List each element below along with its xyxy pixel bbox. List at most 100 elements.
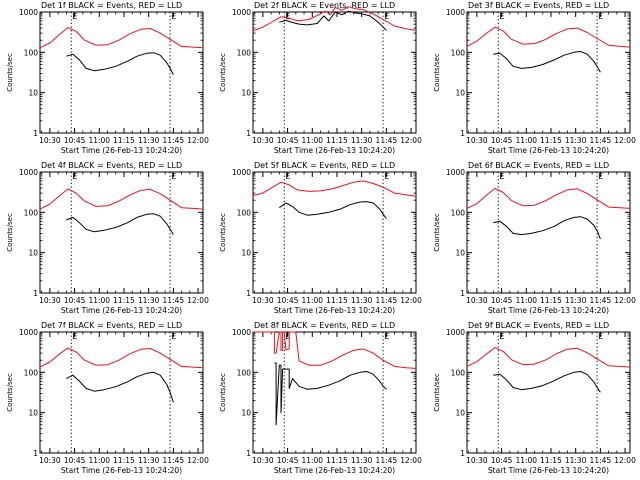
series-events-line	[279, 10, 387, 31]
y-tick-label: 1	[246, 129, 251, 138]
y-tick-label: 1	[460, 129, 465, 138]
x-tick-label: 11:30	[138, 456, 160, 465]
x-tick-label: 11:45	[590, 456, 612, 465]
event-marker-label: E	[384, 12, 389, 21]
x-tick-label: 11:15	[540, 136, 562, 145]
event-marker-label: E	[598, 172, 603, 181]
series-events-line	[274, 362, 387, 426]
x-tick-label: 11:15	[113, 296, 135, 305]
series-events-line	[493, 216, 601, 240]
panel-title: Det 9f BLACK = Events, RED = LLD	[468, 321, 609, 330]
y-tick-label: 1000	[446, 328, 465, 337]
series-lld-line	[253, 331, 417, 369]
y-tick-label: 1	[246, 289, 251, 298]
event-marker-label: E	[499, 172, 504, 181]
plot-frame	[466, 11, 631, 134]
detector-panel-9: Det 9f BLACK = Events, RED = LLD 1 10 100 10…	[433, 321, 636, 475]
series-events-line	[66, 52, 174, 75]
event-marker-label: E	[598, 12, 603, 21]
panel-title: Det 8f BLACK = Events, RED = LLD	[254, 321, 395, 330]
x-tick-label: 11:15	[540, 456, 562, 465]
panel-title: Det 3f BLACK = Events, RED = LLD	[468, 1, 609, 10]
panel-title: Det 1f BLACK = Events, RED = LLD	[41, 1, 182, 10]
x-axis-label: Start Time (26-Feb-13 10:24:20)	[488, 466, 609, 475]
event-marker-label: E	[499, 332, 504, 341]
x-tick-label: 11:00	[88, 136, 110, 145]
detector-panel-6: Det 6f BLACK = Events, RED = LLD 1 10 100 10…	[433, 161, 636, 315]
x-tick-label: 10:30	[252, 136, 274, 145]
series-lld-line	[252, 180, 417, 197]
plot-frame	[252, 331, 417, 454]
y-tick-label: 100	[24, 368, 39, 377]
y-tick-label: 1	[33, 129, 38, 138]
y-tick-label: 1000	[19, 328, 38, 337]
y-tick-label: 1000	[19, 8, 38, 17]
x-tick-label: 11:45	[163, 136, 185, 145]
x-tick-label: 10:45	[491, 456, 513, 465]
x-tick-label: 10:45	[491, 136, 513, 145]
x-tick-label: 11:30	[138, 136, 160, 145]
panel-title: Det 5f BLACK = Events, RED = LLD	[254, 161, 395, 170]
series-lld-line	[466, 188, 631, 209]
plot-frame	[39, 11, 204, 134]
y-tick-label: 10	[28, 89, 38, 98]
series-lld-line	[39, 188, 204, 210]
detector-panel-2: Det 2f BLACK = Events, RED = LLD 1 10 100 10…	[219, 1, 422, 155]
series-lld-line	[466, 347, 631, 368]
x-tick-label: 11:00	[88, 456, 110, 465]
x-tick-label: 11:45	[163, 296, 185, 305]
plot-frame	[466, 331, 631, 454]
event-marker-label: E	[72, 332, 77, 341]
plot-frame	[466, 171, 631, 294]
detector-panel-5: Det 5f BLACK = Events, RED = LLD 1 10 100 10…	[219, 161, 422, 315]
y-axis-label: Counts/sec	[433, 53, 441, 92]
y-tick-label: 1000	[232, 8, 251, 17]
plot-frame	[39, 331, 204, 454]
y-tick-label: 100	[451, 368, 466, 377]
y-axis-label: Counts/sec	[6, 213, 14, 252]
x-tick-label: 10:30	[466, 456, 488, 465]
y-tick-label: 100	[451, 208, 466, 217]
y-tick-label: 100	[237, 48, 252, 57]
y-axis-label: Counts/sec	[219, 213, 227, 252]
x-tick-label: 10:45	[64, 456, 86, 465]
x-axis-label: Start Time (26-Feb-13 10:24:20)	[61, 466, 182, 475]
y-tick-label: 10	[455, 89, 465, 98]
event-marker-label: E	[72, 12, 77, 21]
x-tick-label: 10:30	[252, 456, 274, 465]
panel-title: Det 4f BLACK = Events, RED = LLD	[41, 161, 182, 170]
x-axis-label: Start Time (26-Feb-13 10:24:20)	[61, 306, 182, 315]
x-tick-label: 11:30	[565, 136, 587, 145]
y-tick-label: 100	[451, 48, 466, 57]
x-tick-label: 11:45	[376, 456, 398, 465]
y-tick-label: 10	[455, 249, 465, 258]
y-axis-label: Counts/sec	[219, 373, 227, 412]
x-tick-label: 12:00	[187, 136, 209, 145]
x-axis-label: Start Time (26-Feb-13 10:24:20)	[274, 146, 395, 155]
x-tick-label: 11:15	[326, 456, 348, 465]
x-tick-label: 10:30	[466, 296, 488, 305]
series-lld-line	[39, 27, 204, 49]
x-tick-label: 10:30	[252, 296, 274, 305]
y-tick-label: 1	[33, 449, 38, 458]
y-tick-label: 1000	[446, 168, 465, 177]
x-tick-label: 11:15	[326, 296, 348, 305]
plot-frame	[252, 171, 417, 294]
x-tick-label: 11:00	[515, 136, 537, 145]
x-tick-label: 12:00	[187, 296, 209, 305]
x-tick-label: 11:30	[351, 136, 373, 145]
x-tick-label: 10:45	[64, 296, 86, 305]
event-marker-label: E	[285, 332, 290, 341]
event-marker-label: E	[72, 172, 77, 181]
x-tick-label: 12:00	[614, 296, 636, 305]
plot-frame	[252, 11, 417, 134]
x-tick-label: 10:45	[277, 296, 299, 305]
x-tick-label: 12:00	[400, 296, 422, 305]
event-marker-label: E	[598, 332, 603, 341]
x-tick-label: 11:30	[351, 296, 373, 305]
x-axis-label: Start Time (26-Feb-13 10:24:20)	[488, 306, 609, 315]
event-marker-label: E	[499, 12, 504, 21]
x-tick-label: 11:45	[590, 296, 612, 305]
x-tick-label: 10:30	[39, 296, 61, 305]
